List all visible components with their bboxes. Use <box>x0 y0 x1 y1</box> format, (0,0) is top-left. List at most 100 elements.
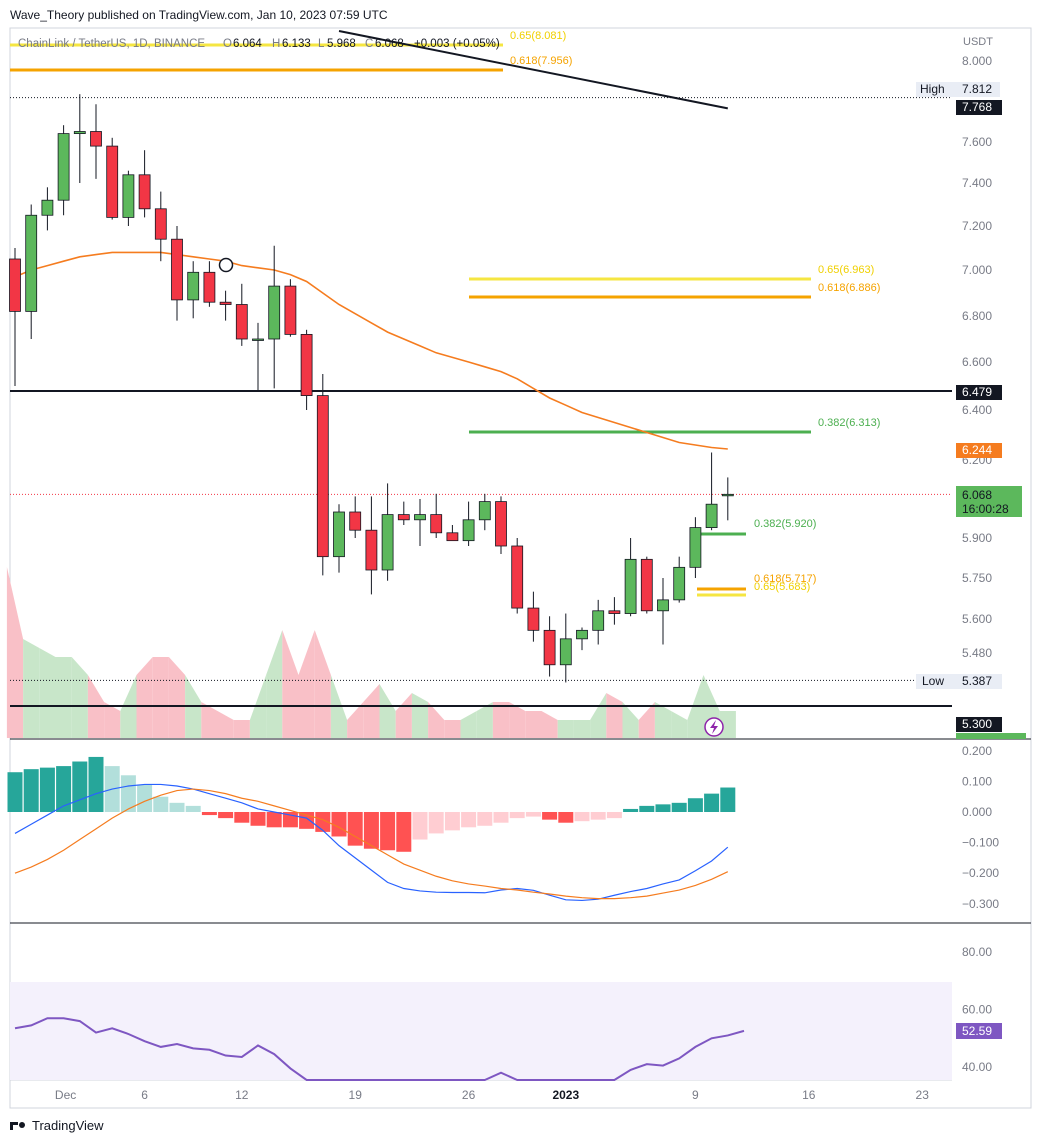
volume-area-segment <box>136 657 153 738</box>
chart-frame <box>9 27 1032 1109</box>
time-tick-label: 16 <box>802 1088 816 1102</box>
price-axis: 8.000 7.600 7.400 7.200 7.000 6.800 6.600 6.400… <box>962 54 999 1074</box>
volume-area-segment <box>411 693 429 738</box>
fib-top-65-label: 0.65(8.081) <box>510 30 566 42</box>
volume-area-segment <box>168 657 186 738</box>
volume-tag-box <box>956 733 1026 739</box>
candle-down <box>90 131 102 147</box>
high-value: 7.812 <box>962 82 992 96</box>
macd-histogram-bar <box>7 772 23 812</box>
macd-histogram-bar <box>201 812 217 816</box>
candle-down <box>608 610 621 614</box>
legend-close: 6.068 <box>375 38 404 50</box>
macd-histogram-bar <box>380 812 396 851</box>
horizontal-levels <box>10 30 952 707</box>
candle-up <box>657 599 669 612</box>
trendline <box>338 30 728 110</box>
macd-histogram-bar <box>720 787 736 812</box>
legend-low: 5.968 <box>327 38 356 50</box>
candle-down <box>219 301 232 305</box>
candle-up <box>57 133 70 201</box>
candle-down <box>543 629 556 666</box>
candle-down <box>349 511 362 531</box>
macd-histogram-bar <box>525 812 541 817</box>
volume-area-segment <box>71 657 88 738</box>
price-tick-label: 7.400 <box>962 176 992 190</box>
macd-histogram-bar <box>169 802 185 812</box>
candle-up <box>673 566 686 601</box>
candle-down <box>9 258 21 312</box>
lightning-icon[interactable] <box>704 717 724 737</box>
macd-histogram-bar <box>509 812 525 819</box>
volume-area-segment <box>55 657 72 738</box>
macd-histogram-bar <box>56 766 72 812</box>
candle-up <box>624 558 637 614</box>
candle-up <box>252 338 264 341</box>
fib-low-618-label: 0.618(5.717) <box>754 573 816 585</box>
ema-tag-box <box>956 443 1002 458</box>
candle-down <box>430 514 443 534</box>
countdown-tag: 16:00:28 <box>962 502 1009 516</box>
macd-histogram-bar <box>655 804 671 812</box>
fib-mid-382-label: 0.382(6.313) <box>818 417 880 429</box>
candle-up <box>414 514 426 521</box>
volume-area-segment <box>444 720 461 738</box>
candle-up <box>381 514 394 571</box>
volume-area-segment <box>428 702 445 738</box>
price-tick-label: 6.800 <box>962 309 992 323</box>
candle-up <box>689 527 702 568</box>
ema-series-line <box>14 251 728 450</box>
macd-histogram-bar <box>72 761 88 812</box>
candle-down <box>106 145 119 218</box>
volume-area-segment <box>347 702 364 738</box>
macd-histogram-bar <box>266 812 282 828</box>
volume-area-segment <box>298 630 315 738</box>
candle-up <box>576 629 588 640</box>
macd-histogram-bar <box>687 798 703 812</box>
macd-histogram-bar <box>234 812 250 823</box>
candles <box>9 94 734 683</box>
macd-histogram-bar <box>331 812 347 837</box>
time-tick-label: 26 <box>462 1088 476 1102</box>
currency-label: USDT <box>963 36 993 48</box>
candle-up <box>592 610 605 631</box>
candle-down <box>284 285 297 335</box>
candle-down <box>300 333 313 396</box>
high-label: High <box>920 82 945 96</box>
rsi-band <box>10 982 952 1080</box>
candle-up <box>478 501 491 521</box>
macd-line <box>14 783 729 902</box>
rsi-tick-label: 40.00 <box>962 1060 992 1074</box>
legend-c-label: C <box>365 38 373 50</box>
price-tick-label: 7.600 <box>962 135 992 149</box>
time-tick-label: 12 <box>235 1088 249 1102</box>
macd-histogram-bar <box>444 812 460 831</box>
time-axis: Dec 6 12 19 26 2023 9 16 23 <box>55 1088 929 1102</box>
price-tick-label: 5.600 <box>962 612 992 626</box>
macd-histogram-bar <box>137 784 153 812</box>
price-tick-label: 6.600 <box>962 355 992 369</box>
tradingview-logo-icon <box>10 1121 26 1131</box>
macd-histogram-bar <box>39 767 55 812</box>
level-5300-box <box>956 717 1002 732</box>
candle-up <box>268 285 281 340</box>
volume-area-segment <box>23 639 40 738</box>
macd-tick-label: −0.200 <box>962 866 999 880</box>
candle-down <box>511 545 524 609</box>
volume-area-segment <box>233 720 250 738</box>
volume-area-segment <box>379 684 396 738</box>
candle-down <box>446 532 459 542</box>
candle-down <box>527 607 540 631</box>
candle-up <box>41 199 54 216</box>
macd-histogram-bar <box>606 812 622 819</box>
volume-area-segment <box>638 702 655 738</box>
volume-area-segment <box>282 630 299 738</box>
time-tick-label: 9 <box>692 1088 699 1102</box>
legend-symbol: ChainLink / TetherUS, 1D, BINANCE <box>18 38 205 50</box>
footer-brand[interactable]: TradingView <box>10 1118 104 1133</box>
macd-histogram-bar <box>428 812 444 834</box>
volume-area-segment <box>541 711 558 738</box>
macd-tick-label: 0.000 <box>962 805 992 819</box>
price-axis-tags: USDT High 7.812 7.768 6.479 6.244 6.068 … <box>916 36 1026 1039</box>
